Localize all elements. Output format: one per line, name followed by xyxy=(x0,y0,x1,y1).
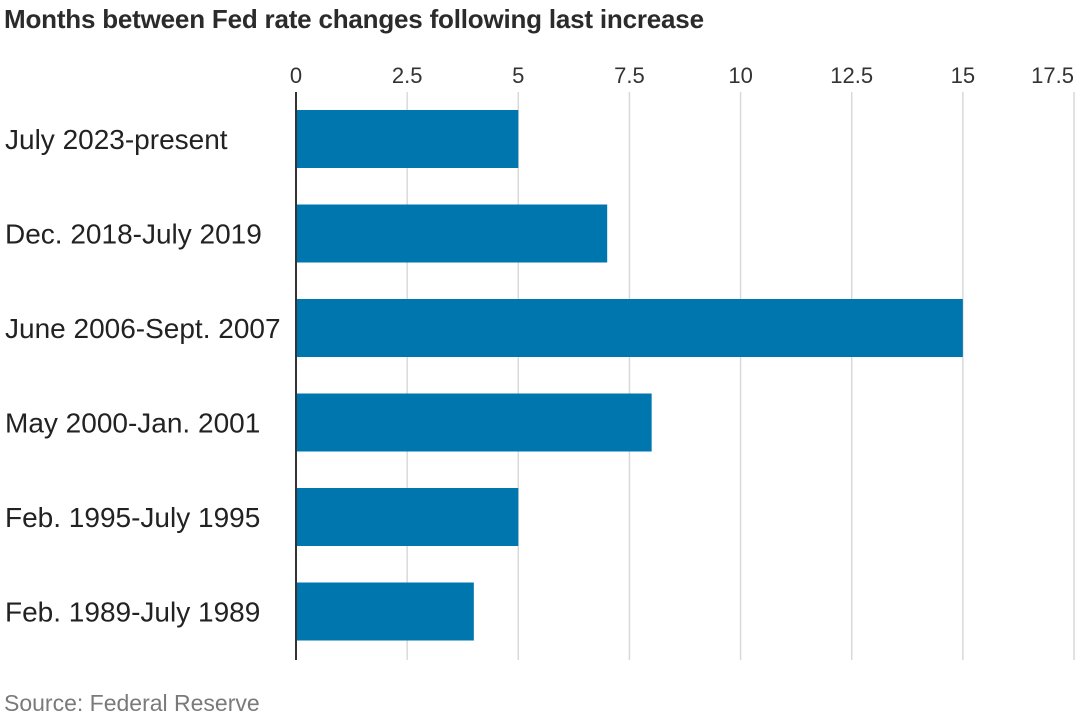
chart-title: Months between Fed rate changes followin… xyxy=(4,4,704,34)
bars xyxy=(296,110,963,641)
bar xyxy=(296,110,519,168)
category-labels: July 2023-present Dec. 2018-July 2019 June… xyxy=(5,124,281,628)
x-tick-label: 15 xyxy=(951,63,975,88)
category-label: Dec. 2018-July 2019 xyxy=(5,219,262,250)
bar xyxy=(296,582,474,641)
bar xyxy=(296,488,519,546)
x-tick-label: 7.5 xyxy=(614,63,645,88)
bar xyxy=(296,299,963,357)
x-tick-label: 5 xyxy=(512,63,524,88)
x-tick-label: 10 xyxy=(728,63,752,88)
category-label: Feb. 1995-July 1995 xyxy=(5,502,260,533)
bar xyxy=(296,204,608,263)
x-tick-label: 12.5 xyxy=(830,63,873,88)
bar xyxy=(296,393,652,452)
source-note: Source: Federal Reserve xyxy=(4,690,260,716)
x-tick-label: 0 xyxy=(290,63,302,88)
category-label: June 2006-Sept. 2007 xyxy=(5,313,281,344)
x-axis-ticks: 0 2.5 5 7.5 10 12.5 15 17.5 xyxy=(290,63,1074,88)
x-tick-label: 17.5 xyxy=(1031,63,1074,88)
x-tick-label: 2.5 xyxy=(392,63,423,88)
category-label: May 2000-Jan. 2001 xyxy=(5,408,260,439)
category-label: July 2023-present xyxy=(5,124,228,155)
category-label: Feb. 1989-July 1989 xyxy=(5,597,260,628)
gridlines xyxy=(406,92,1075,660)
